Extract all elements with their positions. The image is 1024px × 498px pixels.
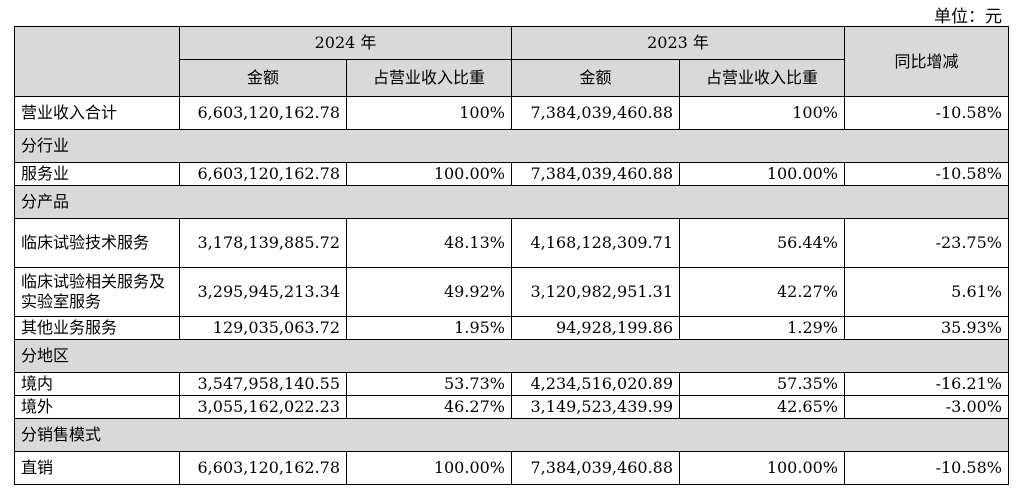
yoy-change: 5.61% xyxy=(844,267,1009,317)
share-2023: 57.35% xyxy=(679,372,845,396)
share-2024: 100.00% xyxy=(346,162,512,186)
amount-2024: 3,295,945,213.34 xyxy=(179,267,347,317)
section-row: 分行业 xyxy=(14,129,1009,163)
row-label: 营业收入合计 xyxy=(14,96,180,130)
section-label: 分行业 xyxy=(14,129,1009,163)
table-row: 境外 3,055,162,022.23 46.27% 3,149,523,439… xyxy=(14,395,1009,419)
row-label: 直销 xyxy=(14,451,180,485)
amount-2024: 3,547,958,140.55 xyxy=(179,372,347,396)
amount-2023: 7,384,039,460.88 xyxy=(511,451,680,485)
share-2023: 100.00% xyxy=(679,451,845,485)
yoy-change: -23.75% xyxy=(844,218,1009,268)
yoy-change: -3.00% xyxy=(844,395,1009,419)
table-row: 服务业 6,603,120,162.78 100.00% 7,384,039,4… xyxy=(14,162,1009,186)
amount-2023: 3,120,982,951.31 xyxy=(511,267,680,317)
amount-2024: 129,035,063.72 xyxy=(179,316,347,340)
header-amount-2023: 金额 xyxy=(511,59,680,97)
header-amount-2024: 金额 xyxy=(179,59,347,97)
share-2024: 49.92% xyxy=(346,267,512,317)
header-share-2024: 占营业收入比重 xyxy=(346,59,512,97)
row-label: 临床试验相关服务及实验室服务 xyxy=(14,267,180,317)
share-2024: 48.13% xyxy=(346,218,512,268)
amount-2023: 7,384,039,460.88 xyxy=(511,162,680,186)
share-2024: 53.73% xyxy=(346,372,512,396)
table-row: 其他业务服务 129,035,063.72 1.95% 94,928,199.8… xyxy=(14,316,1009,340)
share-2023: 100% xyxy=(679,96,845,130)
amount-2023: 7,384,039,460.88 xyxy=(511,96,680,130)
table-row: 营业收入合计 6,603,120,162.78 100% 7,384,039,4… xyxy=(14,96,1009,130)
amount-2024: 6,603,120,162.78 xyxy=(179,451,347,485)
share-2023: 42.27% xyxy=(679,267,845,317)
row-label: 临床试验技术服务 xyxy=(14,218,180,268)
yoy-change: -10.58% xyxy=(844,162,1009,186)
section-row: 分销售模式 xyxy=(14,418,1009,452)
revenue-table: 2024 年 2023 年 同比增减 金额 占营业收入比重 金额 占营业收入比重… xyxy=(14,26,1009,485)
amount-2023: 4,234,516,020.89 xyxy=(511,372,680,396)
yoy-change: 35.93% xyxy=(844,316,1009,340)
table-row: 临床试验技术服务 3,178,139,885.72 48.13% 4,168,1… xyxy=(14,218,1009,268)
share-2024: 100% xyxy=(346,96,512,130)
row-label: 其他业务服务 xyxy=(14,316,180,340)
amount-2024: 3,055,162,022.23 xyxy=(179,395,347,419)
share-2023: 56.44% xyxy=(679,218,845,268)
section-label: 分销售模式 xyxy=(14,418,1009,452)
share-2024: 100.00% xyxy=(346,451,512,485)
share-2024: 1.95% xyxy=(346,316,512,340)
share-2023: 1.29% xyxy=(679,316,845,340)
row-label: 服务业 xyxy=(14,162,180,186)
header-year-2023: 2023 年 xyxy=(511,26,845,60)
header-blank xyxy=(14,26,180,97)
amount-2024: 6,603,120,162.78 xyxy=(179,162,347,186)
share-2023: 42.65% xyxy=(679,395,845,419)
section-row: 分地区 xyxy=(14,339,1009,373)
share-2024: 46.27% xyxy=(346,395,512,419)
amount-2023: 3,149,523,439.99 xyxy=(511,395,680,419)
header-yoy: 同比增减 xyxy=(844,26,1009,97)
amount-2023: 4,168,128,309.71 xyxy=(511,218,680,268)
row-label: 境内 xyxy=(14,372,180,396)
unit-label: 单位：元 xyxy=(934,7,1002,27)
amount-2024: 3,178,139,885.72 xyxy=(179,218,347,268)
yoy-change: -10.58% xyxy=(844,451,1009,485)
section-label: 分地区 xyxy=(14,339,1009,373)
section-label: 分产品 xyxy=(14,185,1009,219)
header-year-2024: 2024 年 xyxy=(179,26,512,60)
table-row: 临床试验相关服务及实验室服务 3,295,945,213.34 49.92% 3… xyxy=(14,267,1009,317)
amount-2024: 6,603,120,162.78 xyxy=(179,96,347,130)
yoy-change: -10.58% xyxy=(844,96,1009,130)
table-row: 直销 6,603,120,162.78 100.00% 7,384,039,46… xyxy=(14,451,1009,485)
section-row: 分产品 xyxy=(14,185,1009,219)
header-share-2023: 占营业收入比重 xyxy=(679,59,845,97)
amount-2023: 94,928,199.86 xyxy=(511,316,680,340)
yoy-change: -16.21% xyxy=(844,372,1009,396)
share-2023: 100.00% xyxy=(679,162,845,186)
row-label: 境外 xyxy=(14,395,180,419)
table-row: 境内 3,547,958,140.55 53.73% 4,234,516,020… xyxy=(14,372,1009,396)
